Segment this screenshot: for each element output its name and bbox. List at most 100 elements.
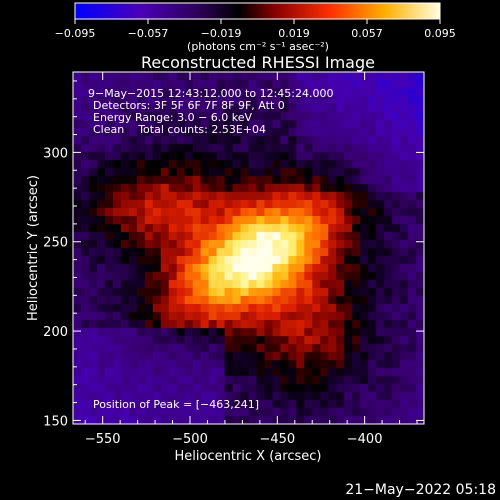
- heatmap-cell: [128, 280, 138, 289]
- heatmap-cell: [136, 208, 146, 217]
- heatmap-cell: [192, 152, 202, 161]
- heatmap-cell: [352, 328, 361, 337]
- heatmap-cell: [96, 328, 106, 337]
- heatmap-cell: [248, 280, 258, 289]
- heatmap-cell: [312, 368, 321, 377]
- heatmap-cell: [120, 184, 130, 193]
- heatmap-cell: [256, 192, 266, 201]
- heatmap-cell: [248, 200, 258, 209]
- heatmap-cell: [368, 280, 377, 289]
- heatmap-cell: [376, 224, 385, 233]
- heatmap-cell: [136, 72, 146, 81]
- heatmap-cell: [152, 352, 162, 361]
- heatmap-cell: [104, 176, 114, 185]
- heatmap-cell: [216, 264, 226, 273]
- heatmap-cell: [408, 80, 417, 89]
- heatmap-cell: [336, 224, 345, 233]
- heatmap-cell: [376, 272, 385, 281]
- heatmap-cell: [376, 312, 385, 321]
- heatmap-cell: [120, 312, 130, 321]
- heatmap-cell: [216, 272, 226, 281]
- heatmap-cell: [240, 312, 250, 321]
- heatmap-cell: [144, 272, 154, 281]
- heatmap-cell: [416, 344, 424, 353]
- heatmap-cell: [73, 408, 82, 417]
- heatmap-cell: [104, 384, 114, 393]
- heatmap-cell: [216, 408, 226, 417]
- heatmap-cell: [376, 128, 385, 137]
- heatmap-cell: [304, 200, 313, 209]
- heatmap-cell: [304, 72, 313, 81]
- heatmap-cell: [360, 384, 369, 393]
- heatmap-cell: [224, 256, 234, 265]
- heatmap-cell: [144, 200, 154, 209]
- heatmap-cell: [384, 328, 393, 337]
- heatmap-cell: [416, 256, 424, 265]
- heatmap-cell: [240, 208, 250, 217]
- heatmap-cell: [416, 352, 424, 361]
- heatmap-cell: [88, 136, 98, 145]
- heatmap-cell: [144, 416, 154, 424]
- heatmap-cell: [392, 376, 401, 385]
- heatmap-cell: [240, 152, 250, 161]
- heatmap-cell: [248, 248, 258, 257]
- heatmap-cell: [168, 368, 178, 377]
- heatmap-cell: [80, 232, 90, 241]
- heatmap-cell: [80, 280, 90, 289]
- heatmap-cell: [336, 360, 345, 369]
- heatmap-cell: [160, 312, 170, 321]
- heatmap-cell: [192, 208, 202, 217]
- heatmap-cell: [168, 344, 178, 353]
- heatmap-cell: [160, 160, 170, 169]
- heatmap-cell: [288, 192, 297, 201]
- heatmap-cell: [184, 320, 194, 329]
- heatmap-cell: [264, 248, 274, 257]
- heatmap-cell: [184, 264, 194, 273]
- heatmap-cell: [160, 104, 170, 113]
- heatmap-cell: [160, 296, 170, 305]
- heatmap-cell: [160, 200, 170, 209]
- plot-frame: [72, 71, 425, 425]
- heatmap-cell: [208, 224, 218, 233]
- heatmap-cell: [120, 400, 130, 409]
- heatmap-cell: [184, 208, 194, 217]
- heatmap-cell: [344, 240, 353, 249]
- heatmap-cell: [112, 360, 122, 369]
- heatmap-cell: [216, 280, 226, 289]
- heatmap-cell: [96, 360, 106, 369]
- heatmap-cell: [344, 192, 353, 201]
- heatmap-cell: [73, 392, 82, 401]
- heatmap-cell: [312, 224, 321, 233]
- heatmap-cell: [112, 248, 122, 257]
- colorbar-tick-label: −0.057: [128, 27, 169, 40]
- heatmap-cell: [416, 384, 424, 393]
- heatmap-cell: [264, 392, 274, 401]
- heatmap-cell: [320, 264, 329, 273]
- heatmap-cell: [416, 96, 424, 105]
- heatmap-cell: [208, 296, 218, 305]
- heatmap-cell: [240, 376, 250, 385]
- heatmap-cell: [232, 384, 242, 393]
- heatmap-cell: [208, 80, 218, 89]
- heatmap-cell: [288, 200, 297, 209]
- heatmap-cell: [96, 88, 106, 97]
- heatmap-cell: [192, 296, 202, 305]
- heatmap-cell: [288, 320, 297, 329]
- heatmap-cell: [168, 112, 178, 121]
- heatmap-cell: [296, 152, 305, 161]
- heatmap-cell: [280, 160, 289, 169]
- heatmap-cell: [168, 168, 178, 177]
- heatmap-cell: [232, 144, 242, 153]
- heatmap-cell: [264, 184, 274, 193]
- heatmap-cell: [152, 168, 162, 177]
- heatmap-cell: [224, 168, 234, 177]
- heatmap-cell: [352, 408, 361, 417]
- heatmap-cell: [88, 248, 98, 257]
- heatmap-cell: [352, 168, 361, 177]
- heatmap-cell: [216, 184, 226, 193]
- heatmap-cell: [296, 312, 305, 321]
- heatmap-cell: [192, 128, 202, 137]
- heatmap-cell: [96, 264, 106, 273]
- heatmap-cell: [344, 392, 353, 401]
